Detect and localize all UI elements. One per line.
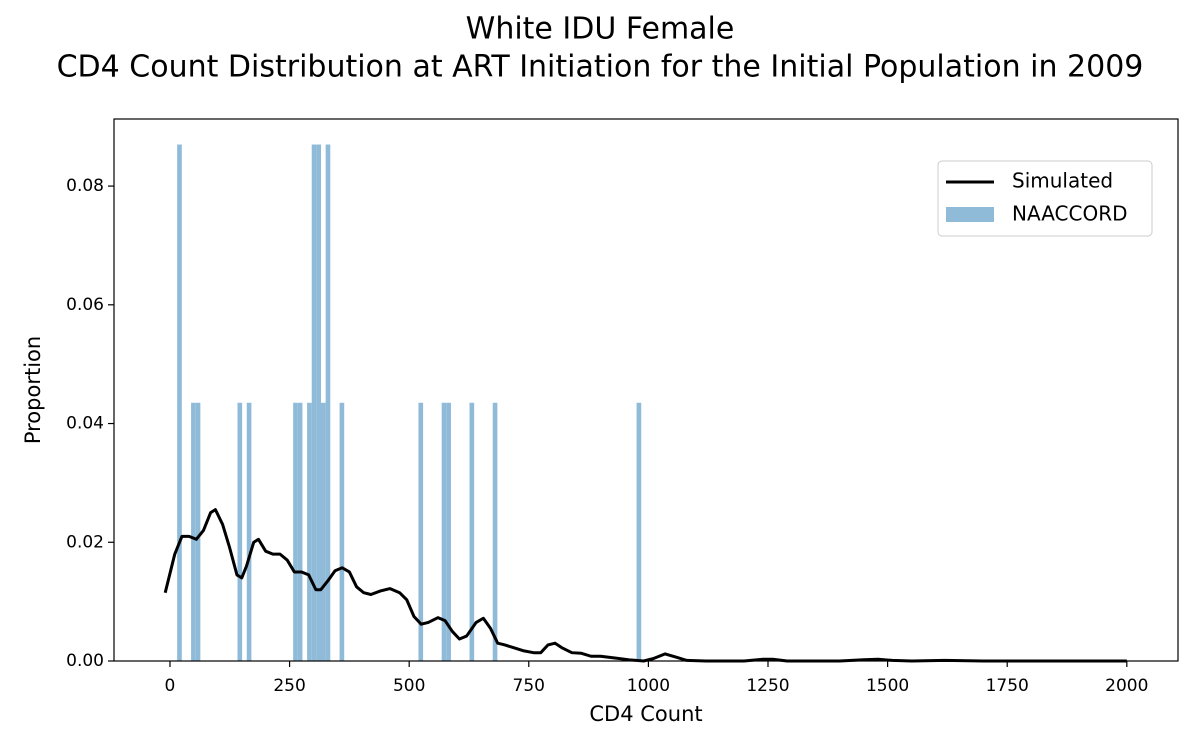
histogram-bar — [297, 402, 303, 661]
histogram-bar — [441, 402, 447, 661]
x-tick-label: 1750 — [986, 676, 1029, 696]
histogram-bar — [636, 402, 642, 661]
y-tick-label: 0.00 — [66, 651, 104, 671]
x-tick-label: 1000 — [627, 676, 670, 696]
plot-frame — [113, 118, 1179, 662]
x-tick-label: 500 — [393, 676, 425, 696]
legend-label: Simulated — [1012, 169, 1113, 193]
histogram-bar — [339, 402, 345, 661]
histogram-bar — [325, 144, 331, 661]
histogram-bar — [492, 402, 498, 661]
histogram-bar — [177, 144, 182, 661]
histogram-bar — [446, 402, 451, 661]
x-tick-label: 1250 — [746, 676, 789, 696]
legend-bar-swatch — [946, 207, 994, 222]
x-tick-label: 2000 — [1105, 676, 1148, 696]
y-tick-label: 0.02 — [66, 532, 104, 552]
histogram-bar — [316, 144, 322, 661]
histogram-bar — [418, 402, 424, 661]
histogram-bar — [469, 402, 475, 661]
histogram-bar — [246, 402, 252, 661]
x-tick-label: 0 — [165, 676, 176, 696]
x-tick-label: 250 — [273, 676, 305, 696]
histogram-bar — [237, 402, 243, 661]
histogram-bar — [307, 402, 312, 661]
chart-subtitle: CD4 Count Distribution at ART Initiation… — [57, 50, 1144, 85]
x-tick-label: 1500 — [866, 676, 909, 696]
y-tick-label: 0.06 — [66, 295, 104, 315]
y-axis-label: Proportion — [21, 336, 45, 444]
y-tick-label: 0.04 — [66, 414, 104, 434]
histogram-bar — [293, 402, 298, 661]
histogram-bar — [311, 144, 317, 661]
x-axis-label: CD4 Count — [589, 702, 702, 726]
chart-title: White IDU Female — [466, 12, 735, 47]
histogram-bar — [321, 402, 326, 661]
y-tick-label: 0.08 — [66, 176, 104, 196]
x-tick-label: 750 — [513, 676, 545, 696]
histogram-bar — [191, 402, 196, 661]
legend-label: NAACCORD — [1012, 202, 1128, 226]
histogram-bar — [195, 402, 201, 661]
